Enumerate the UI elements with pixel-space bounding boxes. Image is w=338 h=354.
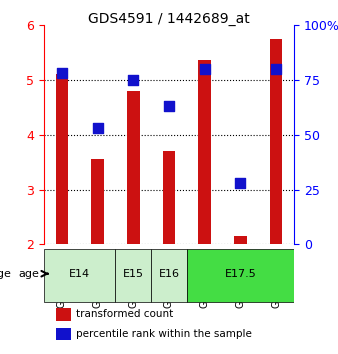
Bar bbox=[55, 74, 68, 244]
Text: percentile rank within the sample: percentile rank within the sample bbox=[76, 329, 252, 339]
Bar bbox=[80, 25, 115, 244]
Bar bbox=[44, 25, 80, 244]
Bar bbox=[270, 39, 283, 244]
Point bbox=[95, 125, 100, 131]
Text: E15: E15 bbox=[123, 269, 144, 279]
Bar bbox=[187, 25, 223, 244]
FancyBboxPatch shape bbox=[151, 249, 187, 302]
FancyBboxPatch shape bbox=[187, 249, 294, 302]
Bar bbox=[234, 236, 247, 244]
Bar bbox=[91, 159, 104, 244]
Bar bbox=[163, 151, 175, 244]
Point bbox=[130, 77, 136, 82]
Text: E16: E16 bbox=[159, 269, 179, 279]
Text: age: age bbox=[18, 269, 39, 279]
FancyBboxPatch shape bbox=[115, 249, 151, 302]
Bar bbox=[258, 25, 294, 244]
Bar bbox=[56, 308, 71, 321]
Point bbox=[59, 70, 65, 76]
Point bbox=[273, 66, 279, 72]
Text: GDS4591 / 1442689_at: GDS4591 / 1442689_at bbox=[88, 12, 250, 27]
Text: E14: E14 bbox=[69, 269, 90, 279]
Text: age: age bbox=[0, 269, 11, 279]
Bar bbox=[223, 25, 258, 244]
Text: transformed count: transformed count bbox=[76, 309, 174, 319]
Point bbox=[202, 66, 208, 72]
Bar bbox=[127, 91, 140, 244]
Point bbox=[238, 180, 243, 186]
Text: E17.5: E17.5 bbox=[224, 269, 256, 279]
Bar bbox=[198, 61, 211, 244]
Point bbox=[166, 103, 172, 109]
Bar bbox=[151, 25, 187, 244]
Bar bbox=[56, 328, 71, 340]
Bar bbox=[115, 25, 151, 244]
FancyBboxPatch shape bbox=[44, 249, 115, 302]
